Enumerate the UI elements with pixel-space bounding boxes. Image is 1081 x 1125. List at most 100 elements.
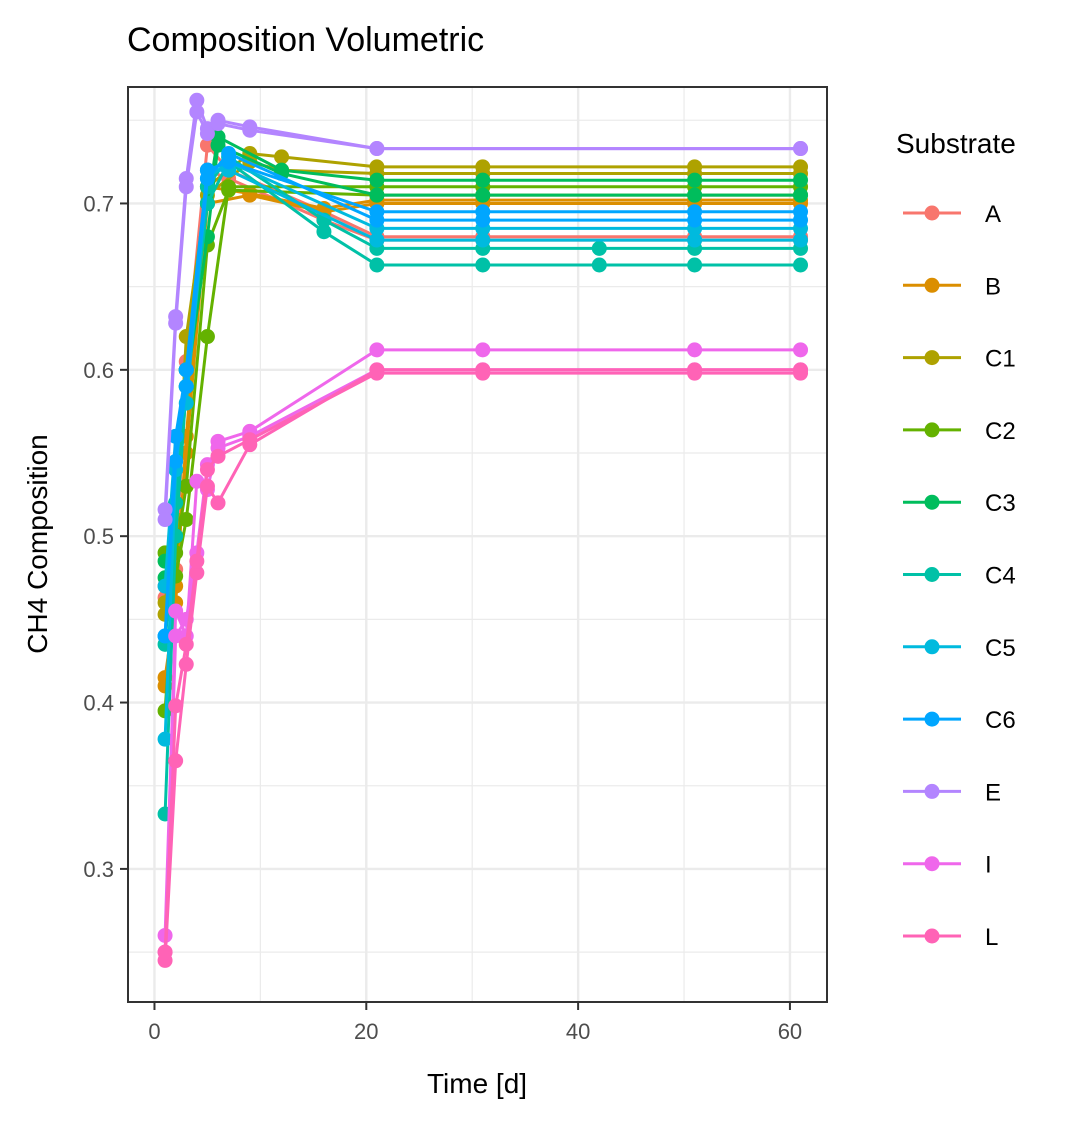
y-tick-label: 0.7 (83, 191, 114, 216)
x-tick-label: 60 (778, 1019, 802, 1044)
panel-border (127, 86, 828, 1003)
data-point (369, 365, 385, 381)
data-point (475, 257, 491, 273)
y-axis-title: CH4 Composition (22, 434, 53, 653)
legend-item-c3: C3 (903, 490, 1016, 517)
legend-item-c2: C2 (903, 418, 1016, 445)
data-point (369, 232, 385, 248)
data-point (168, 453, 184, 469)
x-axis: 0 20 40 60 (148, 1002, 802, 1044)
legend-label: L (985, 924, 998, 951)
data-point (199, 462, 215, 478)
data-point (369, 204, 385, 220)
legend-label: E (985, 779, 1001, 806)
data-point (168, 698, 184, 714)
data-point (793, 141, 809, 157)
x-axis-title: Time [d] (427, 1068, 527, 1099)
data-point (793, 342, 809, 358)
legend-label: C5 (985, 635, 1016, 662)
legend-key-point (924, 567, 940, 582)
data-point (475, 232, 491, 248)
data-point (316, 224, 332, 240)
legend-key-point (924, 856, 940, 872)
x-tick-label: 0 (148, 1019, 160, 1044)
series-l (157, 362, 809, 968)
data-point (168, 315, 184, 331)
data-point (793, 204, 809, 220)
data-point (189, 104, 205, 120)
data-point (687, 204, 703, 220)
data-point (369, 187, 385, 203)
legend-key-point (924, 711, 940, 727)
legend-key-point (924, 783, 940, 799)
data-point (591, 257, 607, 273)
data-point (475, 187, 491, 203)
data-point (475, 204, 491, 220)
data-point (274, 149, 290, 165)
data-point (369, 257, 385, 273)
data-point (157, 731, 173, 747)
data-point (189, 565, 205, 581)
legend: Substrate A B C1 C2 C3 C4 C5 C6 E I L (896, 128, 1016, 951)
data-point (199, 478, 215, 494)
legend-key-point (924, 639, 940, 655)
data-point (157, 512, 173, 528)
legend-item-c5: C5 (903, 635, 1016, 662)
data-point (178, 512, 194, 528)
legend-item-b: B (903, 273, 1001, 300)
series-e (157, 92, 809, 528)
data-point (687, 257, 703, 273)
legend-item-l: L (903, 924, 998, 951)
legend-item-c1: C1 (903, 346, 1016, 373)
data-point (687, 365, 703, 381)
legend-label: A (985, 201, 1001, 228)
data-point (157, 628, 173, 644)
data-point (199, 137, 215, 153)
data-point (369, 342, 385, 358)
legend-label: C6 (985, 707, 1016, 734)
data-point (793, 232, 809, 248)
y-axis: 0.3 0.4 0.5 0.6 0.7 (83, 191, 128, 882)
data-point (157, 944, 173, 960)
series-c6 (157, 146, 809, 644)
y-tick-label: 0.6 (83, 358, 114, 383)
data-point (687, 172, 703, 188)
data-point (793, 187, 809, 203)
data-point (221, 182, 237, 198)
data-point (242, 432, 258, 448)
data-point (475, 365, 491, 381)
legend-item-e: E (903, 779, 1001, 806)
data-point (168, 428, 184, 444)
legend-label: I (985, 852, 992, 879)
data-point (210, 116, 226, 132)
data-point (242, 122, 258, 138)
legend-label: C3 (985, 490, 1016, 517)
legend-key-point (924, 205, 940, 221)
data-point (793, 172, 809, 188)
data-point (168, 753, 184, 769)
data-point (178, 656, 194, 672)
data-point (157, 578, 173, 594)
legend-item-i: I (903, 852, 992, 879)
legend-key-point (924, 422, 940, 438)
data-point (178, 636, 194, 652)
plot-panel (127, 86, 828, 1003)
legend-title: Substrate (896, 128, 1016, 159)
x-tick-label: 20 (354, 1019, 378, 1044)
legend-label: C4 (985, 563, 1016, 590)
data-point (189, 92, 205, 108)
data-point (369, 172, 385, 188)
data-point (475, 342, 491, 358)
data-point (591, 240, 607, 256)
data-point (210, 448, 226, 464)
data-point (210, 137, 226, 153)
data-point (687, 342, 703, 358)
y-tick-label: 0.3 (83, 857, 114, 882)
data-point (178, 378, 194, 394)
legend-label: C1 (985, 346, 1016, 373)
x-tick-label: 40 (566, 1019, 590, 1044)
data-point (199, 162, 215, 178)
legend-item-c6: C6 (903, 707, 1016, 734)
data-point (189, 553, 205, 569)
